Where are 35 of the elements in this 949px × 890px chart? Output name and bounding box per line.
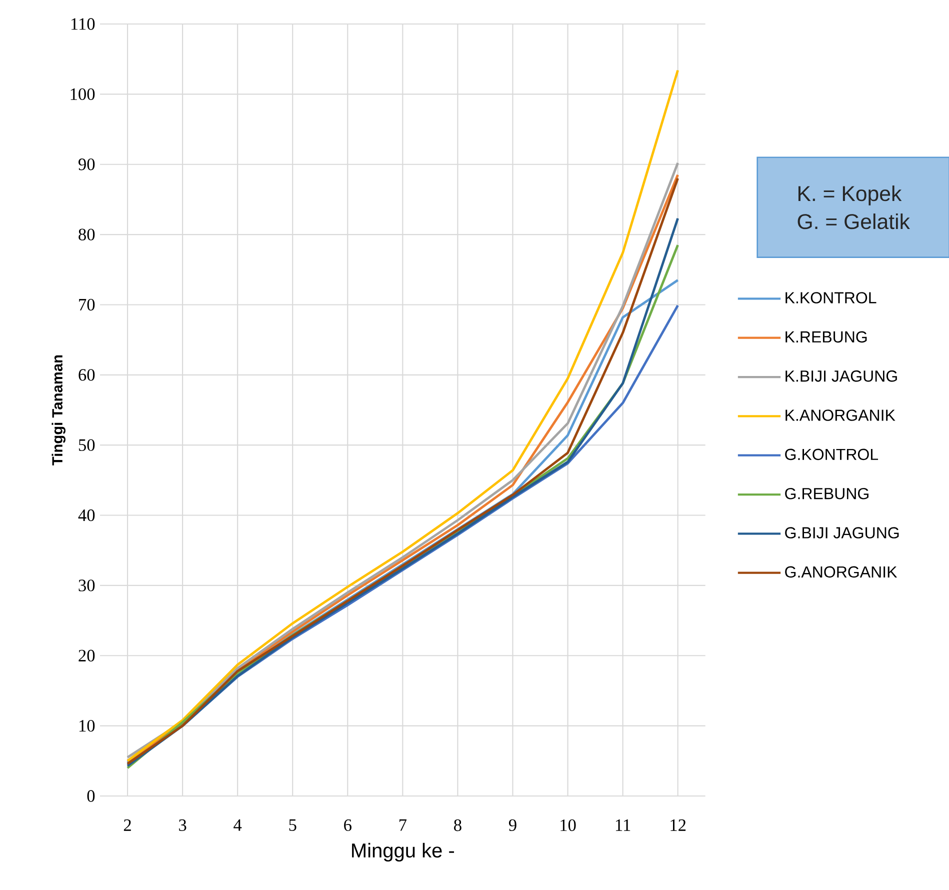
y-axis-title: Tinggi Tanaman [52,355,66,466]
y-tick-label: 110 [71,18,95,30]
x-tick-label: 12 [670,819,686,831]
legend-label: K.BIJI JAGUNG [786,370,897,382]
legend-label: K.KONTROL [786,292,876,304]
legend-label: K.ANORGANIK [786,410,896,421]
y-tick-label: 40 [78,509,95,522]
x-tick-label: 8 [454,819,462,832]
x-tick-label: 4 [234,819,242,831]
x-tick-label: 3 [179,819,186,832]
y-tick-label: 10 [79,720,95,732]
x-tick-label: 11 [616,819,630,831]
x-tick-label: 5 [289,819,296,831]
y-tick-label: 80 [78,228,95,240]
x-tick-label: 6 [344,819,352,832]
legend-label: K.REBUNG [786,331,867,343]
y-tick-label: 20 [78,650,95,662]
y-tick-label: 30 [78,580,95,592]
x-tick-label: 9 [508,819,516,832]
x-tick-label: 10 [560,819,576,832]
text: G. = Gelatik [798,214,910,230]
legend-label: G.ANORGANIK [785,566,898,578]
y-tick-label: 0 [87,790,95,802]
legend-label: G.KONTROL [785,448,878,460]
legend-label: G.BIJI JAGUNG [785,527,899,538]
y-tick-label: 90 [78,158,95,170]
x-tick-label: 2 [124,819,131,831]
y-tick-label: 60 [78,369,95,381]
legend-label: G.REBUNG [785,488,868,500]
y-tick-label: 70 [79,298,95,311]
x-axis-title: Minggu ke - [352,842,454,862]
x-tick-label: 7 [399,819,407,831]
y-tick-label: 50 [78,439,95,451]
text: K. = Kopek [798,186,902,206]
y-tick-label: 100 [70,88,95,100]
